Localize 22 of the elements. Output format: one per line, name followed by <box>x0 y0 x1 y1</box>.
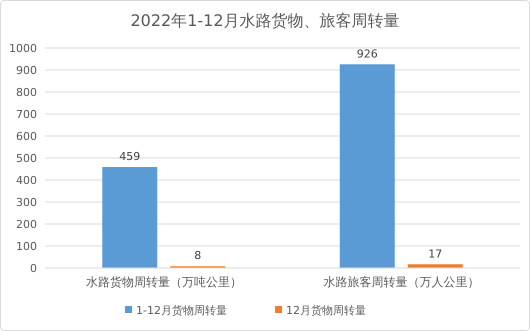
y-tick-label: 400 <box>16 174 37 187</box>
y-tick-label: 0 <box>30 262 37 275</box>
y-tick-label: 900 <box>16 64 37 77</box>
data-label: 926 <box>356 47 378 60</box>
data-label: 459 <box>119 150 140 164</box>
y-tick-label: 300 <box>16 196 37 209</box>
x-tick-label: 水路货物周转量（万吨公里） <box>86 275 242 289</box>
data-label: 17 <box>428 247 442 260</box>
y-tick-label: 500 <box>16 152 37 165</box>
bar <box>340 64 395 268</box>
legend-label: 12月货物周转量 <box>286 304 366 317</box>
y-tick-label: 600 <box>16 130 37 143</box>
y-tick-label: 100 <box>16 240 37 253</box>
x-tick-label: 水路旅客周转量（万人公里） <box>323 275 480 289</box>
legend-label: 1-12月货物周转量 <box>136 304 227 317</box>
y-tick-label: 800 <box>16 86 37 99</box>
y-tick-label: 200 <box>16 218 37 231</box>
y-tick-label: 700 <box>16 108 37 121</box>
data-label: 8 <box>194 249 202 262</box>
y-tick-label: 1000 <box>9 42 37 55</box>
chart-title: 2022年1-12月水路货物、旅客周转量 <box>130 11 400 30</box>
bar <box>102 167 158 268</box>
